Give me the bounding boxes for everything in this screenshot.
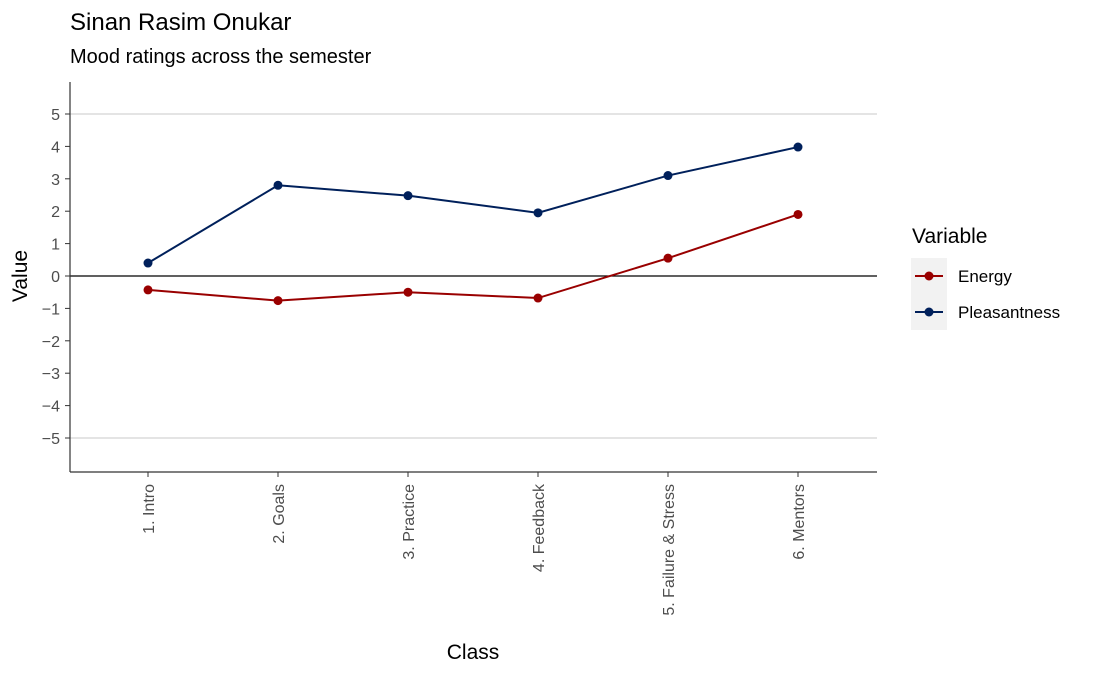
data-point-energy xyxy=(533,293,543,303)
legend-label: Pleasantness xyxy=(958,303,1060,322)
x-tick-label: 2. Goals xyxy=(271,484,288,544)
x-axis-title: Class xyxy=(447,641,500,664)
series-line-pleasantness xyxy=(147,146,799,264)
y-tick-label: 2 xyxy=(51,204,60,221)
chart-subtitle: Mood ratings across the semester xyxy=(70,46,372,68)
y-axis-title: Value xyxy=(9,250,32,302)
y-tick-label: −5 xyxy=(42,431,60,448)
x-tick-label: 3. Practice xyxy=(401,484,418,560)
data-point-pleasantness xyxy=(793,142,803,152)
data-point-pleasantness xyxy=(143,258,153,268)
x-tick-label: 6. Mentors xyxy=(791,484,808,560)
legend: Variable Energy Pleasantness xyxy=(911,225,1060,330)
y-tick-label: −3 xyxy=(42,366,60,383)
x-tick-label: 1. Intro xyxy=(141,484,158,534)
legend-key-point xyxy=(924,307,934,317)
y-tick-label: −4 xyxy=(42,399,60,416)
data-point-pleasantness xyxy=(403,191,413,201)
legend-title: Variable xyxy=(912,225,988,248)
data-point-energy xyxy=(273,296,283,306)
y-tick-label: 5 xyxy=(51,107,60,124)
y-tick-label: 1 xyxy=(51,237,60,254)
plot-area: −5 −4 −3 −2 −1 0 1 2 3 4 5 1. Intro 2. Goals 3. Pract… xyxy=(42,82,877,616)
legend-key-point xyxy=(924,271,934,281)
data-point-energy xyxy=(663,253,673,263)
chart-title: Sinan Rasim Onukar xyxy=(70,9,291,36)
x-tick-label: 5. Failure & Stress xyxy=(661,484,678,616)
y-tick-label: −1 xyxy=(42,301,60,318)
series-line-energy xyxy=(147,213,799,302)
legend-label: Energy xyxy=(958,267,1012,286)
legend-key-background xyxy=(911,258,947,330)
data-point-pleasantness xyxy=(533,208,543,218)
y-tick-label: −2 xyxy=(42,334,60,351)
x-tick-label: 4. Feedback xyxy=(531,483,548,572)
data-point-pleasantness xyxy=(273,180,283,190)
data-point-energy xyxy=(403,287,413,297)
data-point-energy xyxy=(143,285,153,295)
data-point-energy xyxy=(793,209,803,219)
y-tick-label: 4 xyxy=(51,139,60,156)
data-point-pleasantness xyxy=(663,171,673,181)
y-tick-label: 3 xyxy=(51,172,60,189)
y-tick-label: 0 xyxy=(51,269,60,286)
